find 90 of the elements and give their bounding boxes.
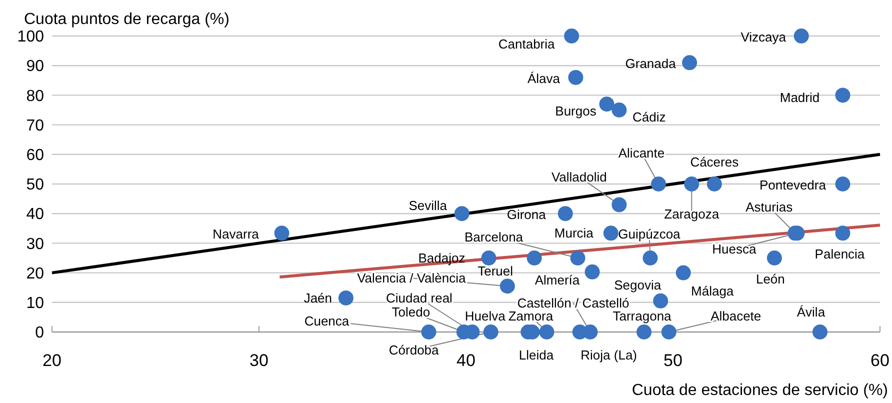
point: [481, 250, 496, 266]
annotation: Zaragoza: [664, 206, 720, 222]
y-tick-label: 40: [26, 206, 44, 224]
annotation: Castellón / Castelló: [517, 296, 630, 311]
point: [483, 324, 498, 340]
annotation: Valladolid: [551, 169, 607, 184]
point: [684, 176, 700, 192]
point: [676, 265, 691, 280]
point: [612, 197, 627, 212]
point: [766, 250, 782, 266]
annotation: Teruel: [478, 264, 514, 279]
annotation: Ciudad real: [386, 290, 453, 306]
point: [599, 96, 614, 112]
annotation: Murcia: [554, 226, 594, 241]
point: [338, 290, 354, 306]
point: [835, 176, 850, 192]
x-tick-label: 40: [456, 351, 476, 370]
annotation: Guipúzcoa: [618, 226, 682, 242]
annotation: Pontevedra: [759, 178, 827, 193]
y-tick-label: 20: [26, 265, 44, 282]
point: [526, 250, 542, 266]
y-tick-label: 90: [26, 58, 44, 76]
annotation: Barcelona: [464, 230, 524, 245]
x-tick-label: 60: [870, 351, 890, 370]
y-tick-label: 10: [26, 295, 44, 312]
annotation: León: [756, 272, 785, 287]
annotation: Navarra: [212, 226, 260, 242]
point: [539, 324, 554, 340]
point: [568, 70, 584, 85]
point: [642, 250, 658, 266]
point: [651, 176, 666, 192]
point: [636, 324, 652, 340]
point: [835, 226, 850, 241]
annotation: Álava: [527, 70, 561, 86]
annotation: Madrid: [780, 90, 820, 105]
point: [558, 206, 573, 222]
annotation: Badajoz: [418, 250, 466, 266]
annotation: Huesca: [712, 242, 758, 257]
annotation: Albacete: [710, 308, 762, 324]
point: [661, 324, 676, 340]
annotation: Girona: [506, 207, 547, 222]
annotation: Cáceres: [690, 154, 740, 170]
point: [612, 102, 627, 118]
point: [812, 324, 828, 340]
x-tick-label: 20: [42, 351, 62, 370]
annotation: Málaga: [691, 283, 734, 298]
annotation: Palencia: [814, 246, 866, 262]
y-tick-label: 70: [26, 117, 44, 134]
y-tick-label: 50: [26, 176, 44, 194]
x-axis-title: Cuota de estaciones de servicio (%): [632, 382, 888, 399]
annotation: Burgos: [555, 104, 597, 119]
y-axis-title: Cuota puntos de recarga (%): [24, 11, 230, 28]
annotation: Cuenca: [304, 314, 350, 329]
annotation: Cantabria: [498, 36, 556, 52]
point: [421, 324, 436, 340]
point: [584, 264, 600, 280]
annotation: Sevilla: [408, 198, 448, 214]
annotation: Lleida: [518, 348, 554, 363]
point: [653, 293, 668, 308]
point: [794, 28, 809, 44]
annotation: Zamora: [508, 308, 554, 324]
x-tick-label: 30: [250, 351, 268, 370]
annotation: Granada: [625, 56, 677, 72]
annotation: Jaén: [304, 290, 332, 306]
annotation: Ávila: [796, 304, 826, 320]
y-tick-label: 60: [26, 147, 44, 164]
point: [706, 176, 722, 192]
point: [274, 226, 290, 241]
y-tick-label: 80: [26, 88, 44, 105]
annotation: Asturias: [746, 200, 794, 215]
annotation: Segovia: [614, 277, 662, 292]
annotation: Cádiz: [632, 110, 666, 125]
point: [603, 226, 618, 241]
y-tick-label: 30: [26, 236, 44, 253]
annotation: Huelva: [464, 308, 506, 324]
x-tick-label: 50: [664, 351, 682, 370]
annotation: Vizcaya: [740, 30, 787, 45]
annotation: Tarragona: [612, 308, 672, 324]
point: [682, 55, 698, 70]
annotation: Rioja (La): [580, 348, 638, 363]
point: [454, 206, 470, 222]
point: [835, 88, 850, 103]
y-tick-label: 100: [17, 28, 44, 46]
y-tick-label: 0: [35, 324, 44, 342]
annotation: Alicante: [618, 146, 665, 161]
point: [570, 250, 586, 266]
annotation: Córdoba: [388, 342, 440, 358]
annotation: Almería: [534, 272, 580, 288]
point: [564, 28, 580, 44]
annotation: Toledo: [392, 304, 430, 320]
